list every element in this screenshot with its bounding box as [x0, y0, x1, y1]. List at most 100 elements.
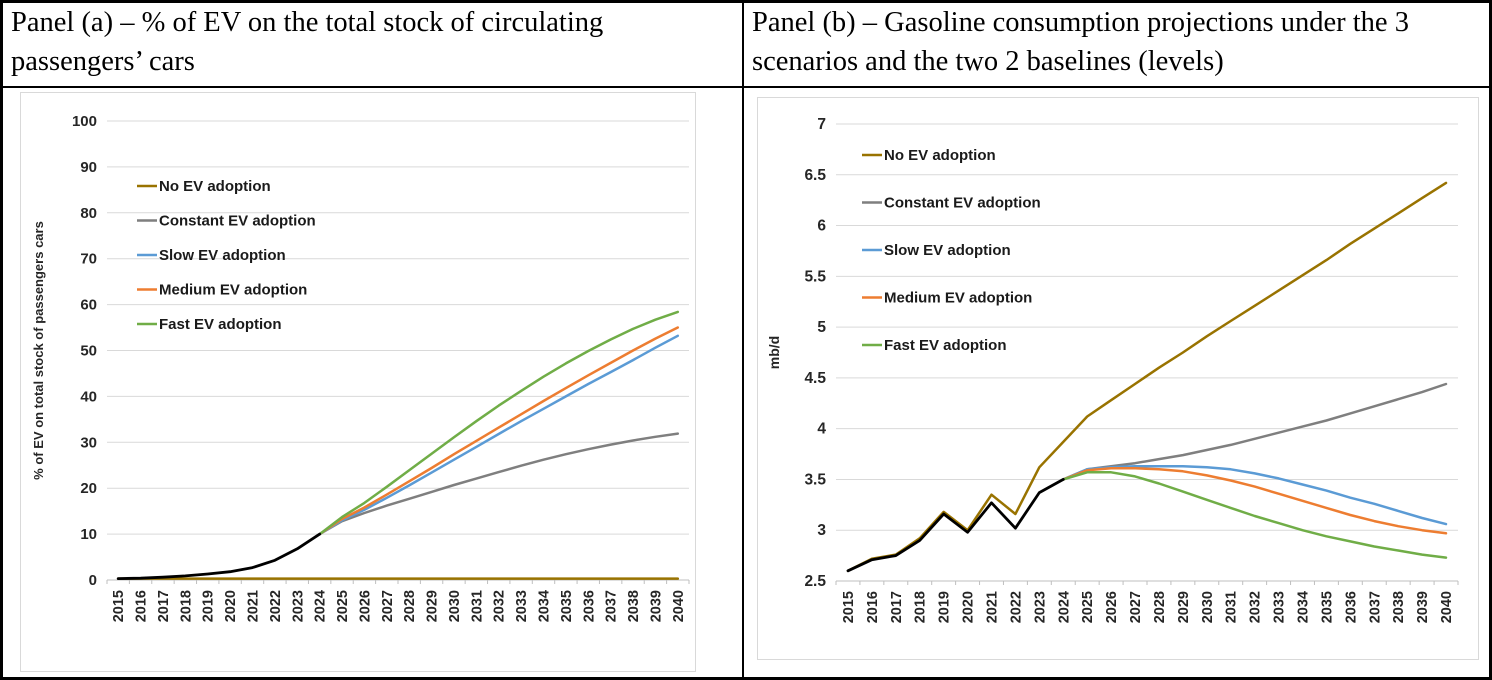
y-tick-label-4: 4 [817, 421, 826, 438]
x-tick-label-2039: 2039 [648, 590, 664, 622]
x-tick-label-2031: 2031 [469, 590, 485, 622]
y-tick-label-70: 70 [80, 251, 97, 268]
legend-label-medium-ev-adoption: Medium EV adoption [159, 282, 307, 299]
legend-item-constant-ev-adoption: Constant EV adoption [137, 213, 316, 230]
x-tick-label-2034: 2034 [1296, 591, 1312, 623]
x-tick-label-2024: 2024 [313, 590, 329, 622]
x-tick-label-2029: 2029 [425, 590, 441, 622]
x-tick-label-2022: 2022 [268, 590, 284, 622]
x-tick-label-2016: 2016 [865, 591, 881, 623]
x-tick-label-2025: 2025 [335, 590, 351, 622]
x-tick-label-2030: 2030 [1200, 591, 1216, 623]
y-tick-label-4.5: 4.5 [804, 370, 826, 387]
y-tick-label-6.5: 6.5 [804, 167, 826, 184]
y-tick-label-7: 7 [817, 116, 826, 133]
panel-a-cell: 0 10 20 30 40 50 60 70 80 90 100 2015 2016 2017 2018 20… [3, 88, 744, 677]
panel-b-header: Panel (b) – Gasoline consumption project… [744, 3, 1489, 88]
x-tick-label-2040: 2040 [671, 590, 687, 622]
x-tick-label-2037: 2037 [604, 590, 620, 622]
x-tick-label-2027: 2027 [380, 590, 396, 622]
legend-item-fast-ev-adoption: Fast EV adoption [137, 316, 282, 333]
legend-label-no-ev-adoption: No EV adoption [884, 147, 996, 164]
legend-item-medium-ev-adoption: Medium EV adoption [137, 282, 307, 299]
x-tick-label-2021: 2021 [246, 590, 262, 622]
legend-label-slow-ev-adoption: Slow EV adoption [884, 242, 1011, 259]
x-tick-label-2021: 2021 [985, 591, 1001, 623]
x-tick-label-2016: 2016 [134, 590, 150, 622]
x-tick-label-2018: 2018 [178, 590, 194, 622]
y-tick-label-90: 90 [80, 159, 97, 176]
x-tick-label-2034: 2034 [537, 590, 553, 622]
series-line-historical [116, 532, 322, 581]
legend-item-no-ev-adoption: No EV adoption [862, 147, 996, 164]
x-tick-label-2028: 2028 [402, 590, 418, 622]
series-line-medium-ev-adoption [318, 326, 680, 536]
x-tick-label-2033: 2033 [1272, 591, 1288, 623]
x-tick-label-2032: 2032 [492, 590, 508, 622]
series-line-medium-ev-adoption [1062, 467, 1448, 535]
x-tick-label-2017: 2017 [156, 590, 172, 622]
x-tick-label-2032: 2032 [1248, 591, 1264, 623]
x-tick-label-2031: 2031 [1224, 591, 1240, 623]
x-tick-label-2035: 2035 [1319, 591, 1335, 623]
legend-label-slow-ev-adoption: Slow EV adoption [159, 247, 286, 264]
x-tick-label-2036: 2036 [581, 590, 597, 622]
x-tick-label-2026: 2026 [1104, 591, 1120, 623]
panel-b-chart: 2.5 3 3.5 4 4.5 5 5.5 6 6.5 7 2015 2016 2017 2018 2019… [766, 116, 1459, 623]
y-tick-label-3: 3 [817, 522, 826, 539]
y-tick-label-60: 60 [80, 297, 97, 314]
legend-label-medium-ev-adoption: Medium EV adoption [884, 290, 1032, 307]
x-tick-label-2038: 2038 [626, 590, 642, 622]
y-tick-label-2.5: 2.5 [804, 573, 826, 590]
panel-b-cell: 2.5 3 3.5 4 4.5 5 5.5 6 6.5 7 2015 2016 2017 2018 2019… [744, 88, 1489, 677]
y-axis-title: mb/d [766, 336, 782, 369]
x-tick-label-2015: 2015 [841, 591, 857, 623]
x-tick-label-2019: 2019 [937, 591, 953, 623]
series-line-fast-ev-adoption [1062, 471, 1448, 559]
x-tick-label-2029: 2029 [1176, 591, 1192, 623]
panel-a-header: Panel (a) – % of EV on the total stock o… [3, 3, 744, 88]
x-tick-label-2030: 2030 [447, 590, 463, 622]
x-tick-label-2025: 2025 [1080, 591, 1096, 623]
legend-item-slow-ev-adoption: Slow EV adoption [862, 242, 1011, 259]
legend-item-slow-ev-adoption: Slow EV adoption [137, 247, 286, 264]
x-tick-label-2037: 2037 [1367, 591, 1383, 623]
series-line-slow-ev-adoption [318, 334, 680, 536]
legend-item-medium-ev-adoption: Medium EV adoption [862, 290, 1032, 307]
x-tick-label-2023: 2023 [290, 590, 306, 622]
x-tick-label-2038: 2038 [1391, 591, 1407, 623]
x-tick-label-2039: 2039 [1415, 591, 1431, 623]
panel-a-chart-box: 0 10 20 30 40 50 60 70 80 90 100 2015 2016 2017 2018 20… [20, 92, 696, 672]
x-tick-label-2026: 2026 [357, 590, 373, 622]
x-tick-label-2027: 2027 [1128, 591, 1144, 623]
legend-label-fast-ev-adoption: Fast EV adoption [159, 316, 282, 333]
y-tick-label-50: 50 [80, 343, 97, 360]
x-tick-label-2019: 2019 [201, 590, 217, 622]
series-line-no-ev-adoption [846, 181, 1448, 573]
x-tick-label-2024: 2024 [1056, 591, 1072, 623]
panel-b-chart-box: 2.5 3 3.5 4 4.5 5 5.5 6 6.5 7 2015 2016 2017 2018 2019… [757, 97, 1479, 660]
x-tick-label-2018: 2018 [913, 591, 929, 623]
x-tick-label-2020: 2020 [223, 590, 239, 622]
x-tick-label-2017: 2017 [889, 591, 905, 623]
x-tick-label-2020: 2020 [961, 591, 977, 623]
y-tick-label-10: 10 [80, 526, 97, 543]
x-tick-label-2028: 2028 [1152, 591, 1168, 623]
series-line-historical [846, 477, 1065, 573]
y-tick-label-40: 40 [80, 388, 97, 405]
x-tick-label-2040: 2040 [1439, 591, 1455, 623]
y-tick-label-0: 0 [89, 572, 97, 589]
x-tick-label-2015: 2015 [111, 590, 127, 622]
series-line-fast-ev-adoption [318, 310, 680, 536]
y-tick-label-30: 30 [80, 434, 97, 451]
y-tick-label-100: 100 [72, 113, 97, 130]
x-tick-label-2035: 2035 [559, 590, 575, 622]
series-line-constant-ev-adoption [1062, 382, 1448, 481]
series-line-constant-ev-adoption [318, 432, 680, 536]
legend-label-constant-ev-adoption: Constant EV adoption [159, 213, 316, 230]
x-tick-label-2022: 2022 [1008, 591, 1024, 623]
series-line-slow-ev-adoption [1062, 464, 1448, 526]
